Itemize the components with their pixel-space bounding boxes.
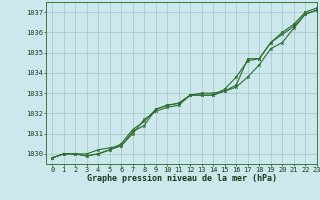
X-axis label: Graphe pression niveau de la mer (hPa): Graphe pression niveau de la mer (hPa) <box>87 174 276 183</box>
